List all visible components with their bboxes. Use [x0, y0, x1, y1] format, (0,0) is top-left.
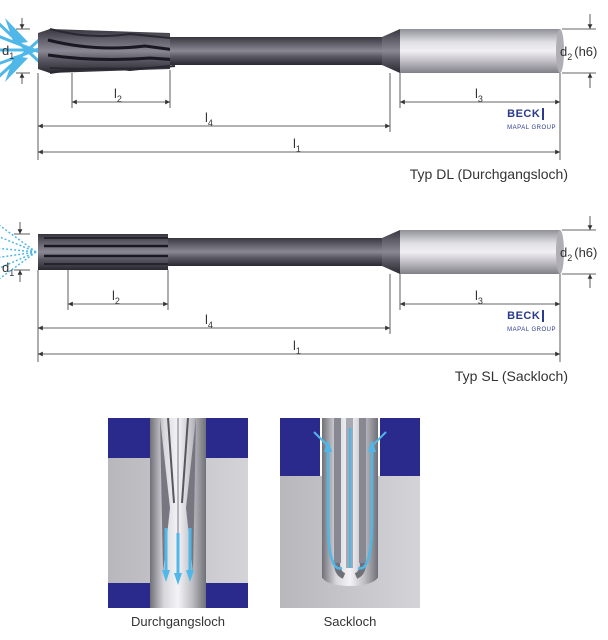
dim-l3-sl: l3	[400, 288, 560, 306]
dim-l1-dl: l1	[38, 136, 560, 154]
svg-text:l2: l2	[112, 288, 120, 306]
cs-label-durchgangsloch: Durchgangsloch	[108, 614, 248, 629]
dim-d2-sl: d2(h6)	[560, 216, 597, 288]
cs-sackloch	[280, 418, 420, 613]
svg-text:l1: l1	[293, 338, 301, 356]
svg-text:d1: d1	[2, 43, 14, 61]
tool-body-dl	[38, 29, 564, 73]
svg-text:d2(h6): d2(h6)	[560, 44, 597, 62]
cs-label-sackloch: Sackloch	[280, 614, 420, 629]
dim-l4-sl: l4	[38, 312, 390, 330]
svg-text:l3: l3	[475, 288, 483, 306]
brand-sl: BECK MAPAL GROUP	[507, 310, 556, 334]
cs-durchgangsloch	[108, 418, 248, 613]
svg-text:l4: l4	[205, 110, 213, 128]
tool-dl-section: d1 d2(h6) l2 l3 l4 l1 BECK MAPAL GROUP T…	[0, 0, 608, 200]
type-label-sl: Typ SL (Sackloch)	[455, 368, 568, 384]
svg-text:l3: l3	[475, 86, 483, 104]
dim-l2-sl: l2	[68, 288, 168, 306]
dim-l3-dl: l3	[400, 86, 560, 104]
brand-dl: BECK MAPAL GROUP	[507, 108, 556, 132]
type-label-dl: Typ DL (Durchgangsloch)	[410, 166, 568, 182]
dim-d2-dl: d2(h6)	[560, 14, 597, 88]
dim-l1-sl: l1	[38, 338, 560, 356]
svg-text:l1: l1	[293, 136, 301, 154]
svg-text:l4: l4	[205, 312, 213, 330]
tool-body-sl	[38, 230, 564, 274]
dim-l4-dl: l4	[38, 110, 390, 128]
svg-text:d2(h6): d2(h6)	[560, 245, 597, 263]
dim-l2-dl: l2	[72, 86, 170, 104]
svg-text:l2: l2	[114, 86, 122, 104]
tool-sl-section: d1 d2(h6) l2 l3 l4 l1 BECK MAPAL GROUP T…	[0, 200, 608, 405]
